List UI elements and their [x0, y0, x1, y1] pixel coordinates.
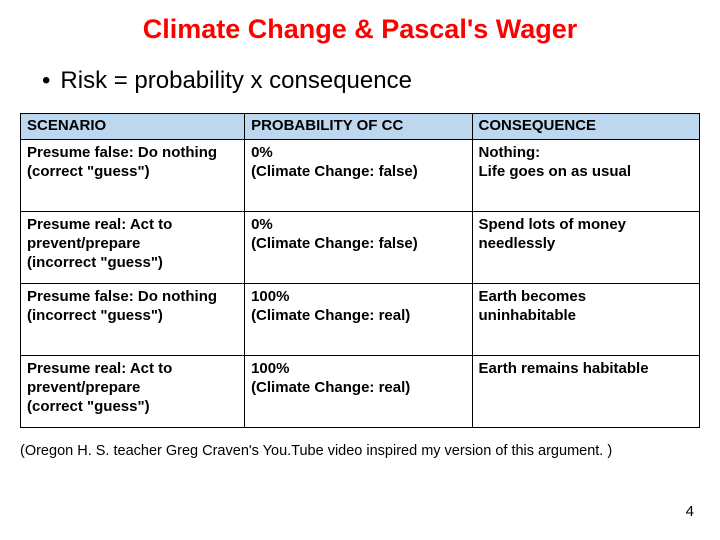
bullet-text: Risk = probability x consequence [60, 67, 412, 95]
bullet-marker: • [42, 69, 50, 93]
table-row: Presume false: Do nothing (correct "gues… [21, 140, 700, 212]
slide-title: Climate Change & Pascal's Wager [20, 14, 700, 45]
cell-probability: 100% (Climate Change: real) [245, 284, 472, 356]
cell-scenario: Presume real: Act to prevent/prepare (co… [21, 356, 245, 428]
cell-probability: 0% (Climate Change: false) [245, 212, 472, 284]
cell-probability: 100% (Climate Change: real) [245, 356, 472, 428]
cell-consequence: Nothing: Life goes on as usual [472, 140, 699, 212]
cell-scenario: Presume real: Act to prevent/prepare (in… [21, 212, 245, 284]
cell-consequence: Earth remains habitable [472, 356, 699, 428]
page-number: 4 [686, 503, 694, 520]
scenario-table: SCENARIO PROBABILITY OF CC CONSEQUENCE P… [20, 113, 700, 428]
table-row: Presume false: Do nothing (incorrect "gu… [21, 284, 700, 356]
bullet-item: • Risk = probability x consequence [42, 67, 700, 95]
header-consequence: CONSEQUENCE [472, 114, 699, 140]
cell-consequence: Earth becomes uninhabitable [472, 284, 699, 356]
cell-probability: 0% (Climate Change: false) [245, 140, 472, 212]
table-row: Presume real: Act to prevent/prepare (co… [21, 356, 700, 428]
cell-scenario: Presume false: Do nothing (correct "gues… [21, 140, 245, 212]
table-header-row: SCENARIO PROBABILITY OF CC CONSEQUENCE [21, 114, 700, 140]
footnote: (Oregon H. S. teacher Greg Craven's You.… [20, 442, 700, 461]
header-scenario: SCENARIO [21, 114, 245, 140]
cell-consequence: Spend lots of money needlessly [472, 212, 699, 284]
cell-scenario: Presume false: Do nothing (incorrect "gu… [21, 284, 245, 356]
table-row: Presume real: Act to prevent/prepare (in… [21, 212, 700, 284]
header-probability: PROBABILITY OF CC [245, 114, 472, 140]
